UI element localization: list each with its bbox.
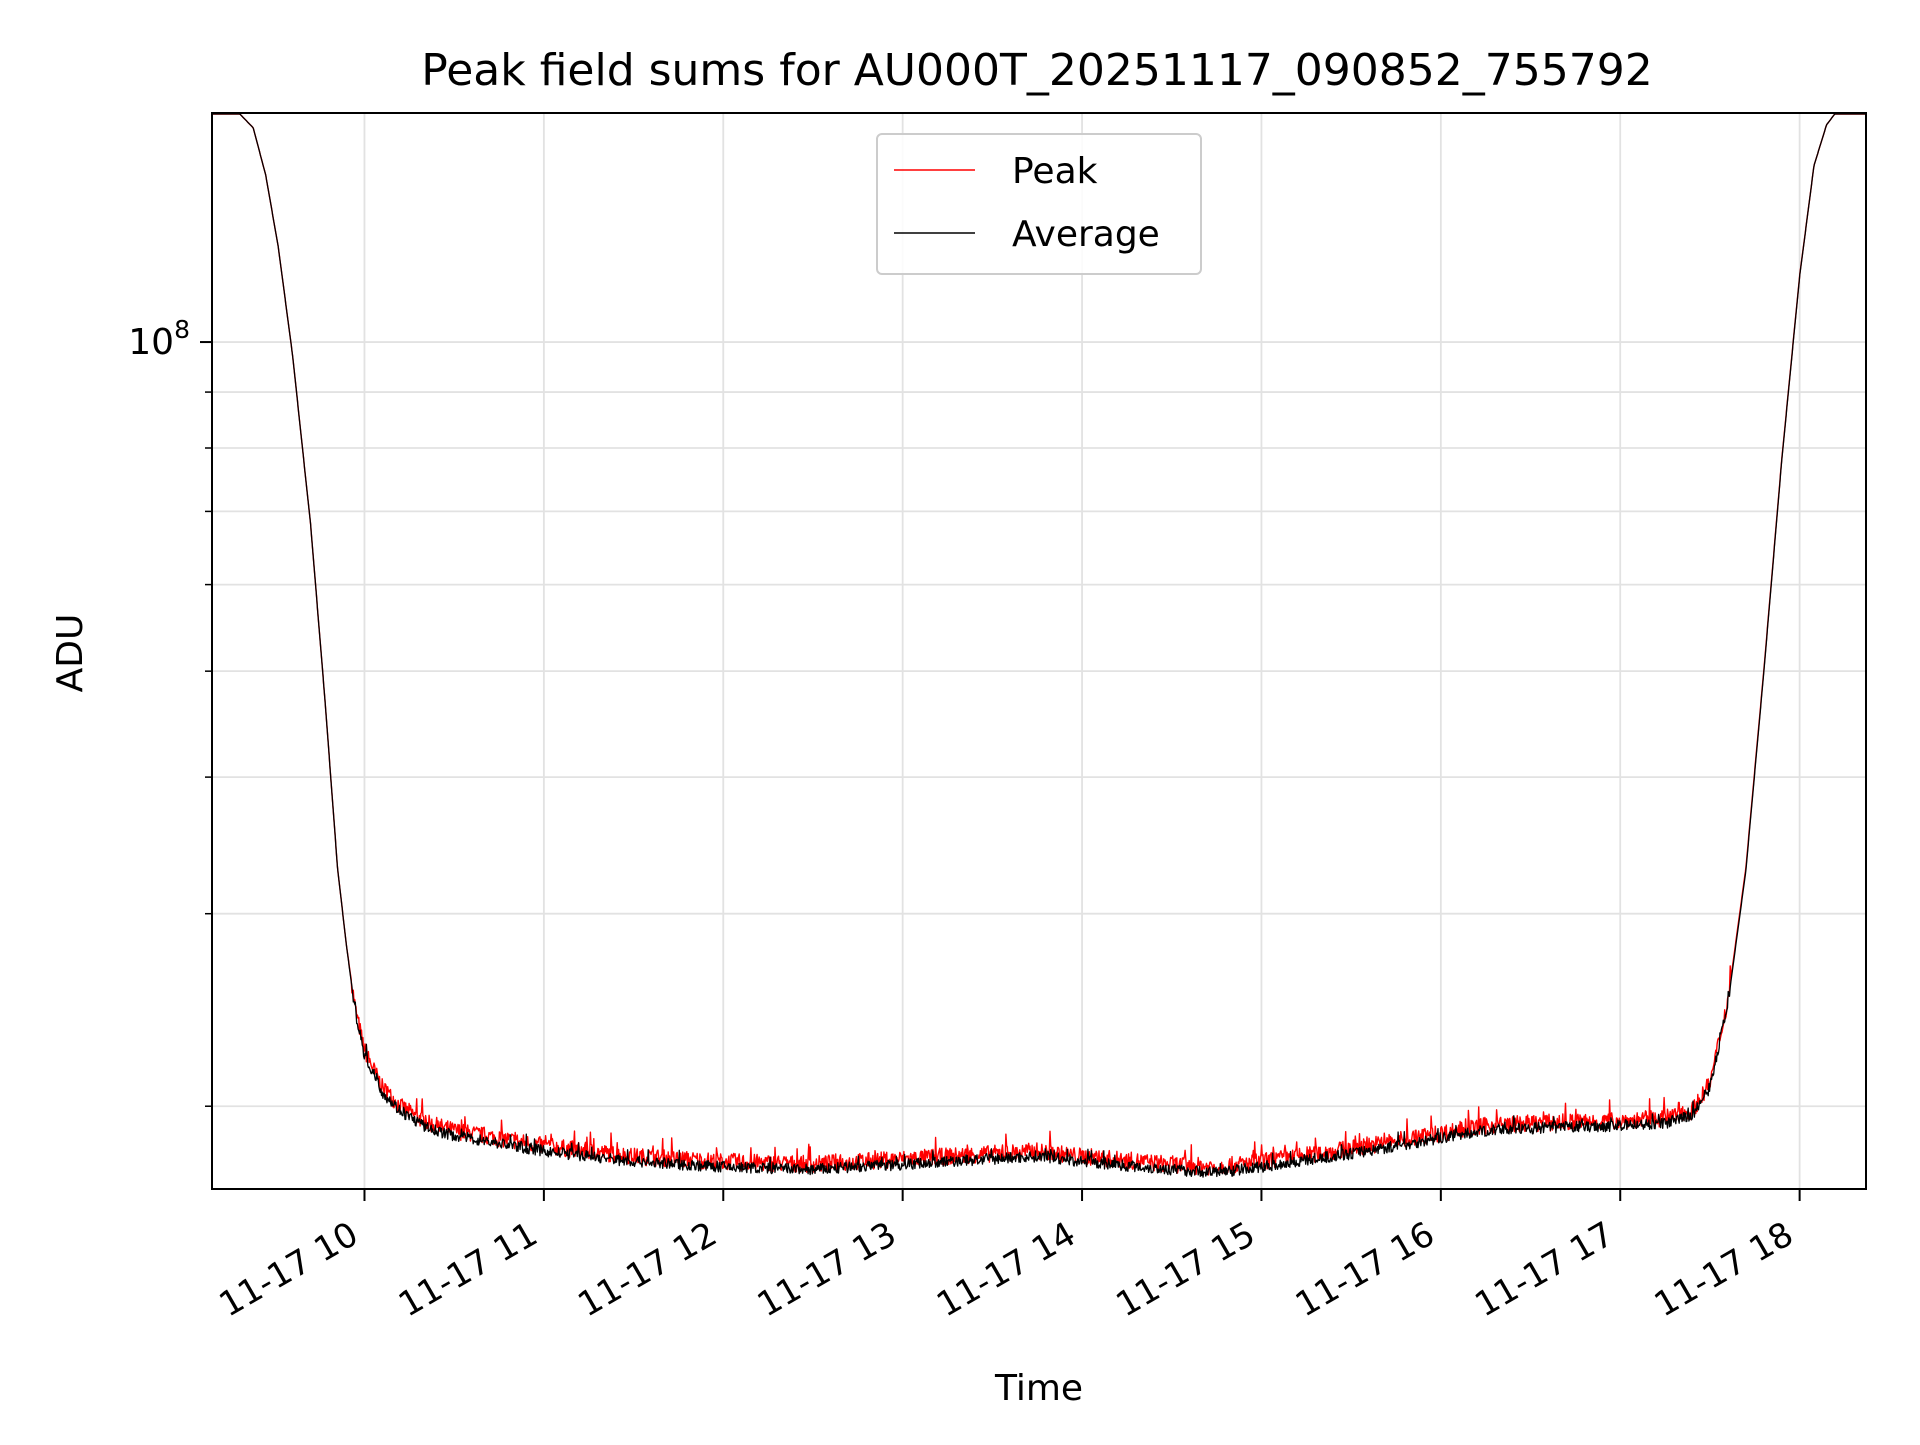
y-tick-label-exponent: 8 xyxy=(174,315,190,344)
plot-frame xyxy=(211,112,1867,1190)
series-layer xyxy=(212,113,1866,1178)
y-tick-label-base: 10 xyxy=(128,322,174,363)
grid xyxy=(212,113,1866,1189)
legend-box xyxy=(876,133,1202,275)
series-line-average xyxy=(212,113,1866,1178)
chart-title: Peak field sums for AU000T_20251117_0908… xyxy=(421,45,1653,96)
series-line-peak xyxy=(212,113,1866,1176)
x-axis-label: Time xyxy=(994,1368,1083,1409)
legend: Peak Average xyxy=(876,133,1202,275)
y-axis-label: ADU xyxy=(50,614,91,693)
legend-peak-label: Peak xyxy=(1012,151,1098,192)
y-tick-label: 108 xyxy=(128,315,190,363)
legend-average-label: Average xyxy=(1012,214,1160,255)
